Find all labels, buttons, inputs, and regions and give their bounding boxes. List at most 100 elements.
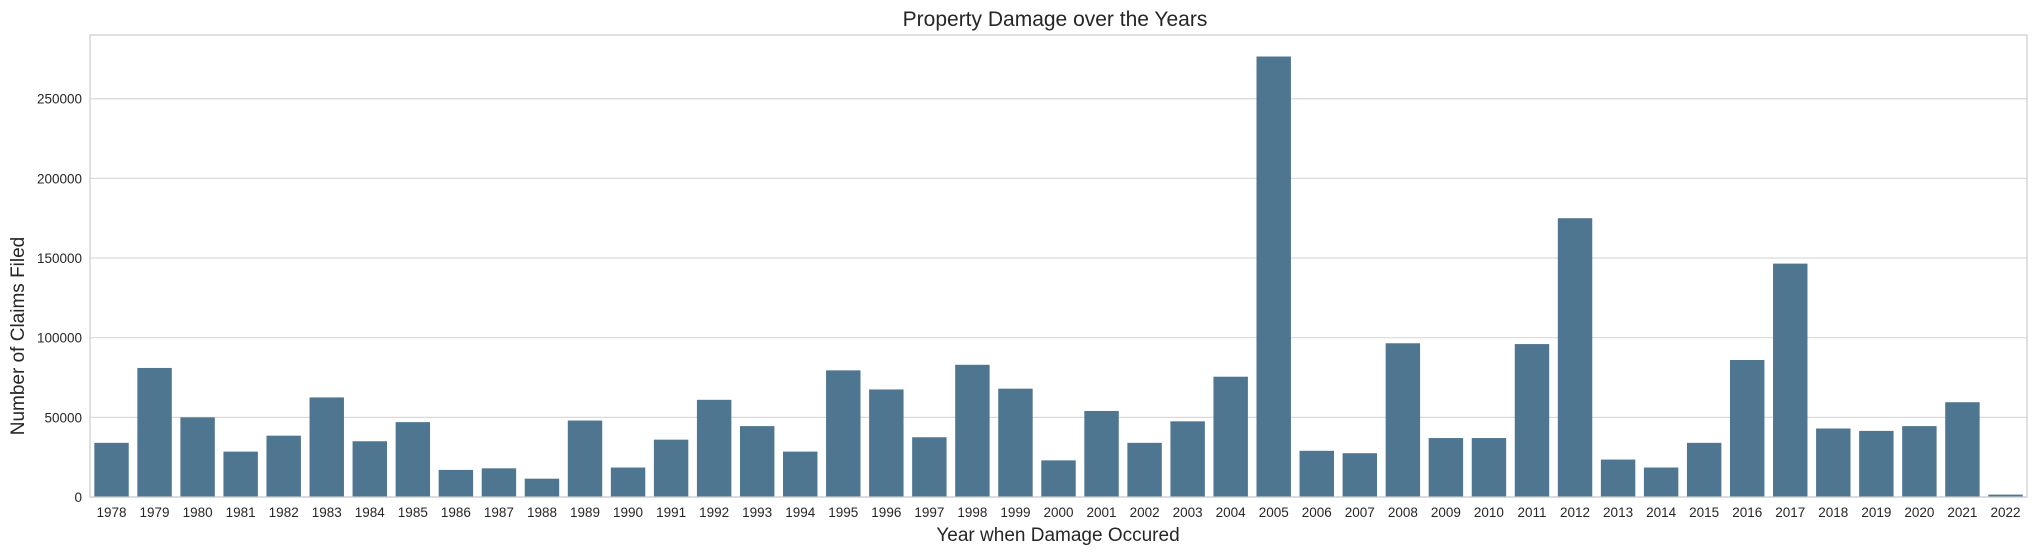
x-tick-label: 2014	[1646, 505, 1677, 520]
x-axis-label: Year when Damage Occured	[936, 525, 1179, 546]
bar-2012	[1557, 218, 1593, 497]
bar-1994	[783, 451, 818, 497]
x-tick-label: 1986	[441, 505, 471, 520]
x-tick-label: 2020	[1904, 505, 1934, 520]
x-tick-label: 2000	[1043, 505, 1073, 520]
bar-2009	[1428, 438, 1464, 497]
x-tick-label: 1996	[871, 505, 901, 520]
x-tick-label: 1982	[269, 505, 299, 520]
x-tick-label: 2007	[1345, 505, 1375, 520]
bar-1978	[94, 442, 129, 497]
bar-2006	[1299, 450, 1334, 497]
bar-1987	[481, 468, 517, 497]
bar-2014	[1643, 467, 1679, 497]
bar-2017	[1773, 263, 1808, 497]
bar-2008	[1385, 343, 1421, 497]
x-tick-label: 1987	[484, 505, 514, 520]
bar-1984	[352, 441, 388, 497]
bar-2002	[1127, 442, 1162, 497]
x-tick-label: 1984	[355, 505, 386, 520]
y-tick-label: 150000	[37, 251, 82, 266]
bar-1988	[524, 478, 560, 497]
bar-1986	[438, 469, 474, 497]
x-tick-label: 2018	[1818, 505, 1848, 520]
x-tick-label: 1988	[527, 505, 557, 520]
x-tick-label: 1983	[312, 505, 342, 520]
bar-1999	[998, 388, 1033, 497]
bar-2013	[1600, 459, 1636, 497]
x-tick-label: 2006	[1302, 505, 1332, 520]
bar-1992	[696, 399, 732, 497]
x-tick-label: 2003	[1173, 505, 1203, 520]
bar-2001	[1084, 410, 1119, 497]
bar-1997	[912, 437, 947, 497]
bar-1985	[395, 422, 431, 497]
x-tick-label: 1992	[699, 505, 729, 520]
bar-1980	[180, 417, 215, 497]
x-tick-label: 2004	[1216, 505, 1247, 520]
bar-2010	[1471, 438, 1507, 497]
y-tick-label: 200000	[37, 171, 82, 186]
x-tick-label: 2013	[1603, 505, 1633, 520]
x-tick-label: 1989	[570, 505, 600, 520]
bar-1991	[653, 439, 689, 497]
y-tick-label: 100000	[37, 331, 82, 346]
bar-2011	[1514, 344, 1550, 497]
x-tick-label: 1981	[226, 505, 256, 520]
bar-2005	[1256, 56, 1291, 497]
bar-2022	[1988, 494, 2023, 497]
x-axis-ticks: 1978 1979 1980 1981 1982 1983 1984 1985 1986 1987…	[96, 505, 2020, 520]
x-tick-label: 1990	[613, 505, 643, 520]
y-axis-label: Number of Claims Filed	[8, 237, 29, 436]
bar-2000	[1041, 460, 1076, 497]
bar-2020	[1902, 426, 1937, 497]
bar-1995	[826, 370, 861, 497]
bar-1998	[955, 364, 990, 497]
x-tick-label: 2016	[1732, 505, 1762, 520]
y-axis-ticks: 0 50000 100000 150000 200000 250000	[37, 92, 82, 505]
x-tick-label: 1999	[1000, 505, 1030, 520]
bar-2018	[1816, 428, 1851, 497]
x-tick-label: 1979	[140, 505, 170, 520]
x-tick-label: 2008	[1388, 505, 1418, 520]
x-tick-label: 2019	[1861, 505, 1891, 520]
x-tick-label: 1991	[656, 505, 686, 520]
plot-frame	[89, 34, 2028, 498]
x-tick-label: 2009	[1431, 505, 1461, 520]
x-tick-label: 1993	[742, 505, 772, 520]
bar-1990	[610, 467, 646, 497]
y-tick-label: 50000	[44, 410, 82, 425]
y-tick-label: 0	[74, 490, 82, 505]
bar-1996	[869, 389, 904, 497]
x-tick-label: 2002	[1130, 505, 1160, 520]
y-tick-label: 250000	[37, 92, 82, 107]
chart-title: Property Damage over the Years	[903, 8, 1208, 31]
bar-1993	[739, 426, 775, 497]
x-tick-label: 2015	[1689, 505, 1719, 520]
bar-2021	[1945, 402, 1980, 497]
x-tick-label: 2010	[1474, 505, 1504, 520]
x-tick-label: 2022	[1990, 505, 2020, 520]
x-tick-label: 1978	[96, 505, 126, 520]
bar-2004	[1213, 376, 1248, 497]
bar-2019	[1859, 430, 1894, 497]
bar-2003	[1170, 421, 1205, 497]
x-tick-label: 2021	[1947, 505, 1977, 520]
bars	[94, 56, 2023, 497]
bar-2015	[1686, 442, 1722, 497]
bar-2007	[1342, 453, 1378, 497]
bar-1983	[309, 397, 344, 497]
x-tick-label: 2012	[1560, 505, 1590, 520]
bar-1981	[223, 451, 258, 497]
x-tick-label: 1985	[398, 505, 428, 520]
x-tick-label: 1980	[183, 505, 213, 520]
x-tick-label: 1997	[914, 505, 944, 520]
x-tick-label: 1995	[828, 505, 858, 520]
bar-1982	[266, 435, 301, 497]
x-tick-label: 2011	[1517, 505, 1546, 520]
bar-1989	[567, 420, 603, 497]
bar-2016	[1729, 359, 1765, 497]
x-tick-label: 1994	[785, 505, 816, 520]
x-tick-label: 2005	[1259, 505, 1289, 520]
